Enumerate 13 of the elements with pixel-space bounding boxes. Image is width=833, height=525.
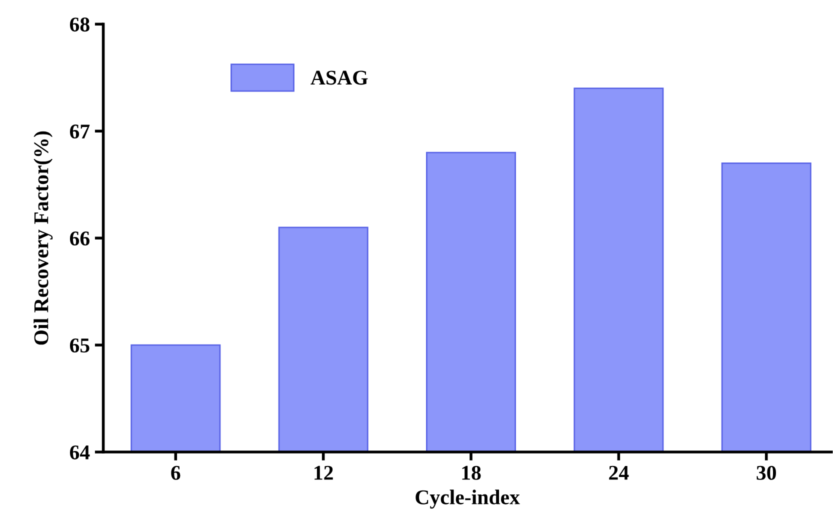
- x-tick-label: 6: [171, 466, 180, 480]
- y-tick-label: 67: [70, 124, 90, 139]
- y-tick-label: 64: [70, 445, 90, 460]
- x-tick-label: 24: [609, 466, 629, 480]
- legend-label: ASAG: [310, 70, 368, 85]
- y-tick-label: 68: [70, 18, 90, 32]
- x-tick-label: 12: [314, 466, 333, 480]
- y-tick-label: 65: [70, 338, 90, 352]
- x-axis-title: Cycle-index: [416, 490, 520, 509]
- y-tick-label: 66: [70, 232, 90, 246]
- x-tick-label: 30: [756, 466, 776, 480]
- x-tick-label: 18: [462, 466, 481, 480]
- y-axis-title: Oil Recovery Factor(%): [34, 131, 53, 345]
